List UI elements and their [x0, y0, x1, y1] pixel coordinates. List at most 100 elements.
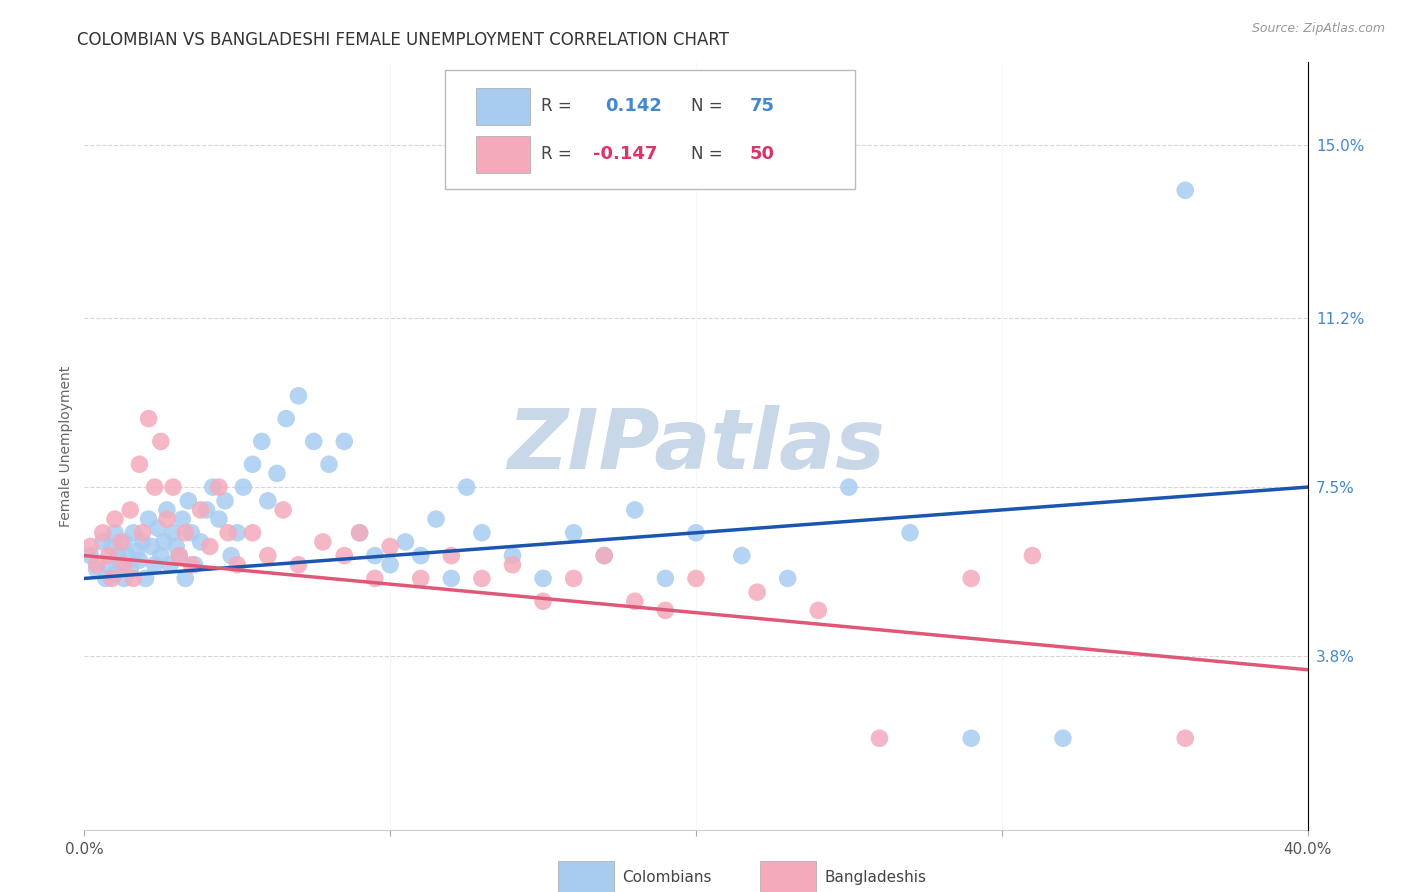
Point	[128, 457, 150, 471]
Point	[266, 467, 288, 481]
Point	[960, 571, 983, 585]
Point	[685, 571, 707, 585]
Point	[128, 553, 150, 567]
Point	[112, 535, 135, 549]
FancyBboxPatch shape	[759, 861, 815, 892]
Point	[654, 603, 676, 617]
Point	[190, 535, 212, 549]
Point	[149, 434, 172, 449]
Point	[960, 731, 983, 746]
Point	[162, 480, 184, 494]
Point	[409, 571, 432, 585]
Point	[226, 558, 249, 572]
Point	[250, 434, 273, 449]
Text: 50: 50	[749, 145, 775, 163]
Point	[183, 558, 205, 572]
Point	[162, 525, 184, 540]
Point	[333, 434, 356, 449]
Point	[380, 540, 402, 554]
Point	[79, 540, 101, 554]
Point	[112, 558, 135, 572]
Point	[125, 544, 148, 558]
Point	[174, 525, 197, 540]
Point	[898, 525, 921, 540]
Point	[271, 503, 294, 517]
Point	[208, 512, 231, 526]
Point	[456, 480, 478, 494]
Point	[624, 594, 647, 608]
Point	[94, 571, 117, 585]
Point	[180, 558, 202, 572]
Point	[232, 480, 254, 494]
Point	[156, 512, 179, 526]
Point	[287, 558, 309, 572]
Text: ZIPatlas: ZIPatlas	[508, 406, 884, 486]
Point	[86, 562, 108, 576]
Point	[167, 549, 190, 563]
Point	[242, 525, 264, 540]
Point	[747, 585, 769, 599]
Point	[502, 549, 524, 563]
Point	[364, 549, 387, 563]
Point	[180, 525, 202, 540]
Text: Source: ZipAtlas.com: Source: ZipAtlas.com	[1251, 22, 1385, 36]
Point	[141, 540, 163, 554]
Text: R =: R =	[541, 145, 571, 163]
Point	[122, 571, 145, 585]
Point	[425, 512, 447, 526]
FancyBboxPatch shape	[475, 87, 530, 125]
Point	[624, 503, 647, 517]
FancyBboxPatch shape	[446, 70, 855, 189]
Point	[593, 549, 616, 563]
Point	[198, 540, 221, 554]
Point	[138, 411, 160, 425]
Point	[471, 571, 494, 585]
Text: R =: R =	[541, 97, 571, 115]
Point	[177, 493, 200, 508]
Point	[131, 535, 153, 549]
Point	[562, 571, 585, 585]
Point	[654, 571, 676, 585]
Point	[201, 480, 224, 494]
Point	[440, 549, 463, 563]
Point	[1174, 183, 1197, 197]
Point	[110, 558, 132, 572]
Point	[409, 549, 432, 563]
Point	[138, 512, 160, 526]
Point	[502, 558, 524, 572]
Point	[120, 562, 142, 576]
Point	[143, 480, 166, 494]
Point	[107, 549, 129, 563]
Point	[333, 549, 356, 563]
Point	[838, 480, 860, 494]
Y-axis label: Female Unemployment: Female Unemployment	[59, 366, 73, 526]
Point	[135, 571, 157, 585]
Point	[349, 525, 371, 540]
Point	[226, 525, 249, 540]
Point	[120, 503, 142, 517]
Point	[153, 535, 176, 549]
Point	[165, 540, 187, 554]
Point	[440, 571, 463, 585]
Point	[208, 480, 231, 494]
Point	[1174, 731, 1197, 746]
Text: Bangladeshis: Bangladeshis	[824, 871, 927, 886]
Point	[91, 525, 114, 540]
Point	[593, 549, 616, 563]
Text: Colombians: Colombians	[623, 871, 711, 886]
Point	[471, 525, 494, 540]
Point	[101, 571, 124, 585]
Point	[172, 512, 194, 526]
Text: N =: N =	[692, 145, 723, 163]
Point	[101, 540, 124, 554]
Point	[312, 535, 335, 549]
Point	[112, 571, 135, 585]
Point	[190, 503, 212, 517]
Point	[159, 558, 181, 572]
Point	[394, 535, 416, 549]
Point	[869, 731, 891, 746]
Text: 75: 75	[749, 97, 775, 115]
Point	[1021, 549, 1043, 563]
Point	[131, 525, 153, 540]
Point	[302, 434, 325, 449]
